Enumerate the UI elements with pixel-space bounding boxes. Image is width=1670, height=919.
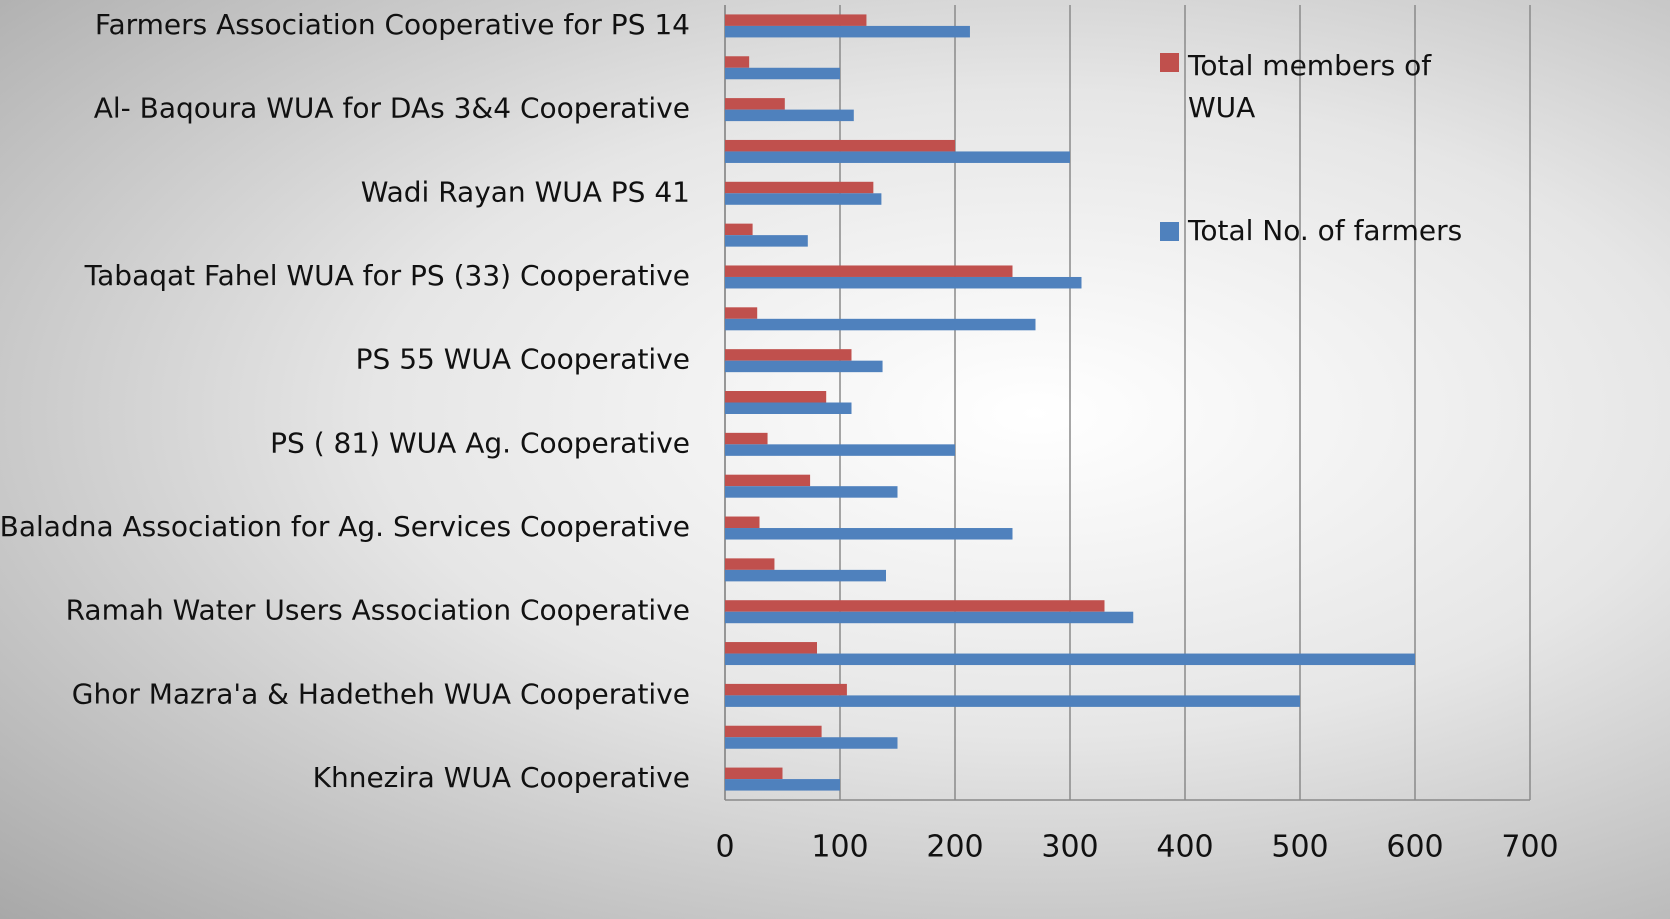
- bar: [725, 56, 750, 68]
- y-tick-label: Tabaqat Fahel WUA for PS (33) Cooperativ…: [84, 259, 690, 292]
- legend-swatch: [1160, 53, 1179, 72]
- bar: [725, 767, 783, 780]
- bar: [725, 109, 854, 122]
- bar: [725, 444, 955, 456]
- bar: [725, 558, 775, 570]
- y-tick-label: PS 55 WUA Cooperative: [356, 343, 690, 376]
- x-tick-label: 400: [1156, 830, 1213, 865]
- bar: [725, 307, 758, 319]
- bar: [725, 611, 1134, 624]
- bar: [725, 223, 753, 236]
- bar: [725, 14, 867, 26]
- y-tick-label: Ramah Water Users Association Cooperativ…: [66, 594, 690, 627]
- y-tick-label: PS ( 81) WUA Ag. Cooperative: [270, 426, 690, 459]
- bar: [725, 516, 760, 529]
- y-tick-label: Khnezira WUA Cooperative: [313, 761, 690, 794]
- y-tick-label: Baladna Association for Ag. Services Coo…: [0, 510, 690, 543]
- bar: [725, 402, 852, 414]
- y-tick-label: Al- Baqoura WUA for DAs 3&4 Cooperative: [94, 92, 690, 125]
- bar: [725, 349, 852, 361]
- bar: [725, 653, 1415, 666]
- bar: [725, 683, 847, 696]
- x-tick-label: 700: [1501, 830, 1558, 865]
- bar: [725, 642, 817, 654]
- bar: [725, 151, 1070, 163]
- y-tick-label: Farmers Association Cooperative for PS 1…: [95, 8, 690, 41]
- legend-label: Total members of WUA: [1188, 49, 1432, 124]
- x-tick-label: 100: [811, 830, 868, 865]
- bar: [725, 98, 785, 110]
- bar: [725, 276, 1082, 289]
- bar: [725, 67, 840, 80]
- bar: [725, 779, 840, 791]
- x-tick-label: 600: [1386, 830, 1443, 865]
- bar: [725, 139, 955, 152]
- bar: [725, 181, 874, 194]
- bar: [725, 318, 1036, 331]
- bar: [725, 528, 1013, 540]
- bar: [725, 600, 1105, 612]
- bar: [725, 432, 768, 445]
- bar: [725, 474, 811, 487]
- legend-swatch: [1160, 222, 1179, 241]
- x-tick-label: 200: [926, 830, 983, 865]
- bar: [725, 569, 886, 582]
- bar: [725, 391, 827, 403]
- x-tick-label: 300: [1041, 830, 1098, 865]
- bar: [725, 486, 898, 498]
- bar: [725, 25, 970, 38]
- x-tick-label: 0: [715, 830, 734, 865]
- y-tick-label: Ghor Mazra'a & Hadetheh WUA Cooperative: [72, 677, 690, 710]
- bar: [725, 737, 898, 749]
- bar: [725, 695, 1300, 707]
- bar: [725, 725, 822, 738]
- bar: [725, 193, 882, 205]
- bar: [725, 235, 808, 247]
- legend-label: Total No. of farmers: [1188, 214, 1463, 247]
- bar: [725, 265, 1013, 277]
- bar: [725, 360, 883, 373]
- x-tick-label: 500: [1271, 830, 1328, 865]
- y-tick-label: Wadi Rayan WUA PS 41: [361, 175, 690, 208]
